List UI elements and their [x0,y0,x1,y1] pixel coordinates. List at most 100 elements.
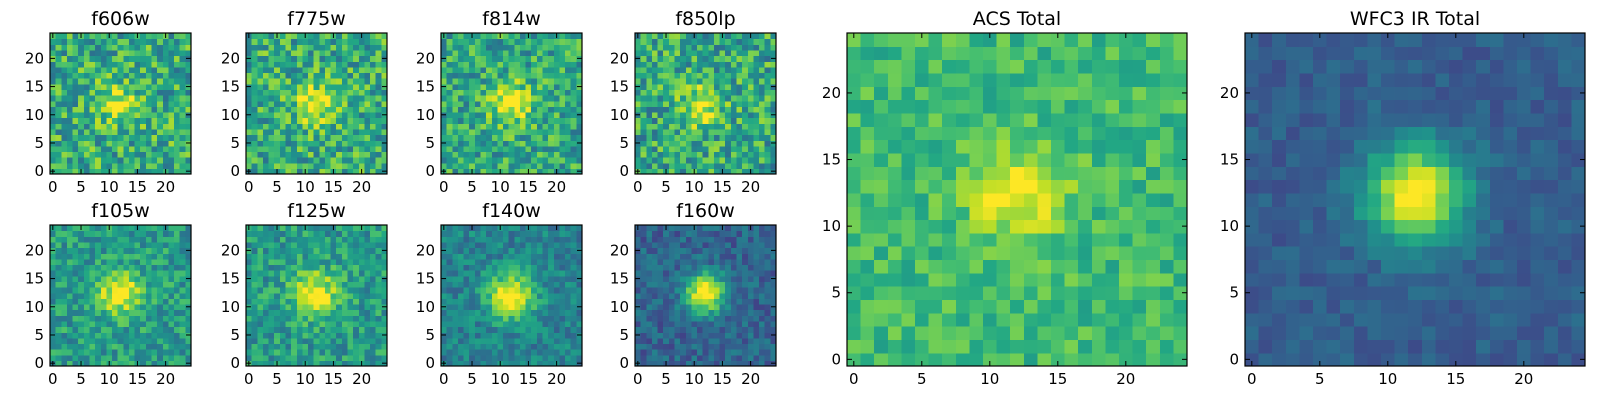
heatmap-cell [168,134,175,141]
heatmap-cell [302,128,309,136]
heatmap-cell [559,253,566,260]
heatmap-cell [576,281,583,288]
heatmap-cell [128,117,136,124]
heatmap-cell [531,33,538,40]
heatmap-cell [759,168,766,175]
heatmap-cell [262,100,270,107]
heatmap-cell [336,303,343,311]
heatmap-cell [764,162,771,169]
heatmap-cell [446,241,453,249]
heatmap-cell [61,38,68,45]
heatmap-cell [503,49,510,57]
heatmap-cell [463,315,470,322]
heatmap-cell [691,49,698,57]
heatmap-cell [663,134,670,141]
heatmap-cell [446,298,453,305]
heatmap-cell [66,123,74,130]
heatmap-cell [262,281,270,288]
heatmap-cell [174,38,181,45]
heatmap-cell [702,281,709,288]
heatmap-cell [364,258,371,266]
heatmap-cell [128,95,136,102]
heatmap-cell [72,55,79,62]
heatmap-cell [296,83,303,90]
heatmap-cell [145,145,153,153]
heatmap-cell [296,292,303,299]
heatmap-cell [262,292,270,299]
heatmap-cell [463,78,470,85]
heatmap-cell [559,315,566,322]
heatmap-cell [364,111,371,119]
heatmap-cell [736,157,743,164]
heatmap-cell [565,292,572,299]
heatmap-cell [72,287,79,294]
heatmap-cell [285,106,292,113]
heatmap-cell [246,258,253,266]
heatmap-cell [100,78,107,85]
heatmap-cell [375,354,382,361]
heatmap-cell [730,89,738,96]
heatmap-cell [112,157,119,164]
heatmap-cell [375,66,382,74]
heatmap-cell [370,343,377,350]
heatmap-cell [66,72,74,79]
heatmap-cell [370,230,377,237]
heatmap-cell [251,72,258,79]
heatmap-cell [702,332,709,339]
heatmap-cell [674,360,681,367]
heatmap-cell [66,236,74,243]
heatmap-cell [128,275,136,282]
heatmap-cell [457,162,465,169]
heatmap-cell [759,106,766,113]
heatmap-cell [542,100,549,107]
heatmap-cell [446,151,453,158]
heatmap-cell [519,326,527,333]
heatmap-cell [296,89,303,96]
heatmap-cell [324,292,332,299]
heatmap-cell [324,303,332,311]
heatmap-cell [330,89,337,96]
heatmap-cell [72,100,79,107]
heatmap-cell [134,83,141,90]
heatmap-cell [514,258,521,266]
heatmap-cell [55,349,62,356]
heatmap-cell [570,281,577,288]
heatmap-cell [697,111,704,119]
heatmap-cell [531,78,538,85]
heatmap-cell [61,100,68,107]
heatmap-cell [89,315,96,322]
heatmap-cell [548,360,555,367]
heatmap-cell [324,360,332,367]
heatmap-cell [719,151,726,158]
heatmap-cell [474,326,482,333]
heatmap-cell [364,303,371,311]
heatmap-cell [570,354,577,361]
heatmap-cell [123,83,130,90]
heatmap-cell [151,320,158,328]
heatmap-cell [117,38,124,45]
heatmap-cell [145,241,153,249]
heatmap-cell [313,78,320,85]
heatmap-cell [61,49,68,57]
heatmap-cell [168,157,175,164]
heatmap-cell [375,315,382,322]
heatmap-cell [112,326,119,333]
heatmap-cell [302,66,309,74]
heatmap-cell [106,95,113,102]
heatmap-cell [519,247,527,254]
heatmap-cell [463,106,470,113]
heatmap-cell [324,287,332,294]
heatmap-cell [640,275,647,282]
y-tick-label: 10 [25,298,44,316]
heatmap-cell [651,151,659,158]
heatmap-cell [685,44,692,51]
heatmap-cell [353,151,360,158]
heatmap-cell [251,162,258,169]
heatmap-cell [375,287,382,294]
heatmap-cell [100,253,107,260]
heatmap-cell [668,168,676,175]
heatmap-cell [646,157,653,164]
heatmap-cell [336,134,343,141]
heatmap-cell [736,337,743,345]
heatmap-cell [168,337,175,345]
